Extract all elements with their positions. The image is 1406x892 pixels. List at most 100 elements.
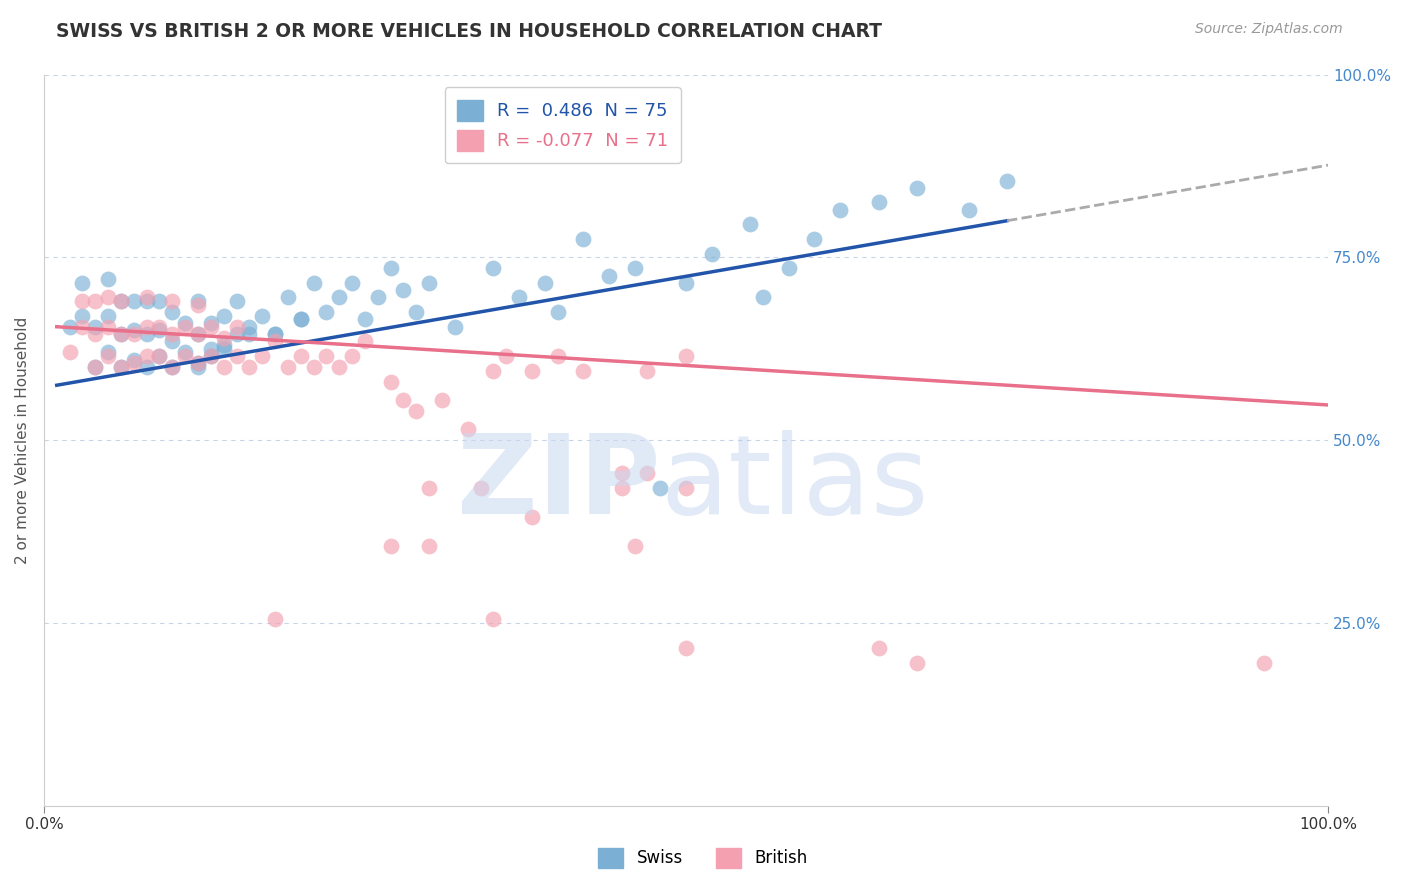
Point <box>264 326 287 341</box>
Point <box>610 481 633 495</box>
Point <box>58 345 80 359</box>
Text: ZIP: ZIP <box>457 431 661 537</box>
Point <box>547 349 569 363</box>
Point <box>482 612 505 626</box>
Point <box>187 356 209 370</box>
Point <box>315 305 337 319</box>
Point <box>290 312 312 326</box>
Point <box>675 641 697 656</box>
Point <box>1253 656 1275 670</box>
Point <box>225 319 247 334</box>
Point <box>572 363 595 377</box>
Point <box>174 319 197 334</box>
Point <box>97 309 120 323</box>
Point <box>97 272 120 286</box>
Point <box>187 298 209 312</box>
Point <box>520 509 543 524</box>
Point <box>264 334 287 349</box>
Point <box>905 656 928 670</box>
Point <box>610 466 633 480</box>
Point <box>675 481 697 495</box>
Point <box>675 349 697 363</box>
Point <box>675 276 697 290</box>
Point <box>418 539 440 553</box>
Point <box>752 291 775 305</box>
Point <box>72 309 94 323</box>
Point <box>97 349 120 363</box>
Point <box>135 294 157 309</box>
Point <box>430 392 453 407</box>
Point <box>405 305 427 319</box>
Point <box>110 294 132 309</box>
Point <box>637 466 659 480</box>
Point <box>135 326 157 341</box>
Point <box>700 246 723 260</box>
Point <box>830 202 852 217</box>
Point <box>162 359 184 374</box>
Point <box>238 359 260 374</box>
Point <box>290 349 312 363</box>
Point <box>148 319 170 334</box>
Point <box>778 261 800 276</box>
Point <box>187 356 209 370</box>
Point <box>97 345 120 359</box>
Point <box>225 349 247 363</box>
Point <box>340 276 363 290</box>
Point <box>200 342 222 356</box>
Point <box>340 349 363 363</box>
Point <box>405 404 427 418</box>
Point <box>957 202 980 217</box>
Point <box>444 319 467 334</box>
Point <box>162 326 184 341</box>
Point <box>380 539 402 553</box>
Point <box>122 294 145 309</box>
Point <box>868 641 890 656</box>
Point <box>84 326 107 341</box>
Point <box>315 349 337 363</box>
Point <box>380 261 402 276</box>
Point <box>533 276 555 290</box>
Point <box>354 334 377 349</box>
Point <box>110 326 132 341</box>
Point <box>135 319 157 334</box>
Point <box>174 345 197 359</box>
Point <box>97 319 120 334</box>
Point <box>650 481 672 495</box>
Point <box>84 359 107 374</box>
Point <box>148 349 170 363</box>
Point <box>995 173 1018 187</box>
Point <box>277 291 299 305</box>
Point <box>905 181 928 195</box>
Point <box>598 268 620 283</box>
Point <box>623 539 645 553</box>
Point <box>110 294 132 309</box>
Point <box>212 309 235 323</box>
Point <box>302 359 325 374</box>
Point <box>225 326 247 341</box>
Point <box>380 375 402 389</box>
Point <box>572 232 595 246</box>
Point <box>354 312 377 326</box>
Point <box>264 326 287 341</box>
Text: SWISS VS BRITISH 2 OR MORE VEHICLES IN HOUSEHOLD CORRELATION CHART: SWISS VS BRITISH 2 OR MORE VEHICLES IN H… <box>56 22 882 41</box>
Point <box>740 218 762 232</box>
Point <box>623 261 645 276</box>
Point <box>367 291 389 305</box>
Point <box>290 312 312 326</box>
Point <box>212 338 235 352</box>
Point <box>122 326 145 341</box>
Point <box>328 359 350 374</box>
Text: atlas: atlas <box>661 431 929 537</box>
Point <box>84 359 107 374</box>
Point <box>162 305 184 319</box>
Point <box>457 422 479 436</box>
Point <box>122 356 145 370</box>
Point <box>495 349 517 363</box>
Point <box>250 349 273 363</box>
Text: Source: ZipAtlas.com: Source: ZipAtlas.com <box>1195 22 1343 37</box>
Point <box>250 309 273 323</box>
Point <box>72 276 94 290</box>
Y-axis label: 2 or more Vehicles in Household: 2 or more Vehicles in Household <box>15 317 30 564</box>
Point <box>200 316 222 330</box>
Point <box>110 359 132 374</box>
